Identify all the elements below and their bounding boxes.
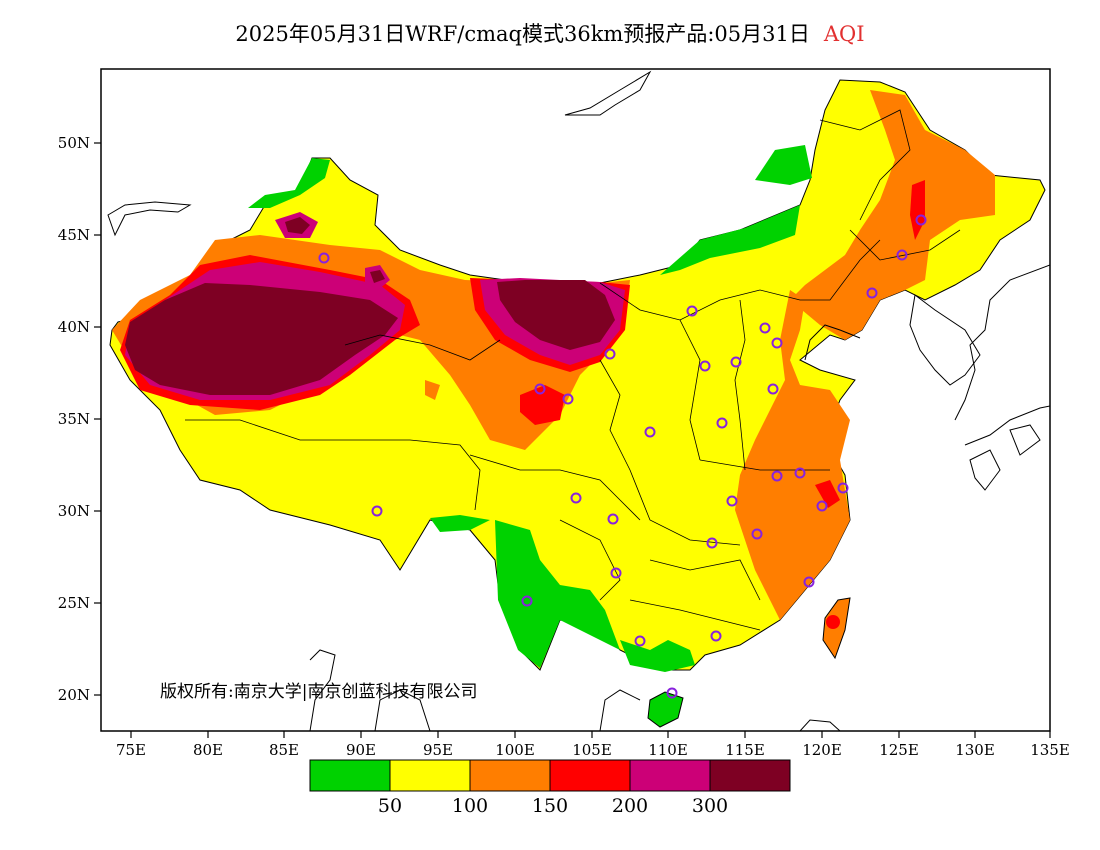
station-marker-icon	[710, 630, 722, 642]
legend-swatch	[710, 760, 790, 791]
lat-ticks	[94, 142, 101, 696]
map-title: 2025年05月31日WRF/cmaq模式36km预报产品:05月31日 AQI	[0, 18, 1100, 48]
lon-label: 125E	[879, 741, 919, 759]
lat-label: 50N	[58, 134, 90, 152]
lat-label: 35N	[58, 410, 90, 428]
station-marker-icon	[759, 322, 771, 334]
legend-swatch	[470, 760, 550, 791]
lon-label: 85E	[269, 741, 299, 759]
legend-tick-label: 300	[692, 795, 728, 817]
station-marker-icon	[730, 356, 742, 368]
lat-labels: 20N 25N 30N 35N 40N 45N 50N	[58, 134, 90, 704]
legend-swatch	[390, 760, 470, 791]
lat-label: 30N	[58, 502, 90, 520]
station-marker-icon	[604, 348, 616, 360]
lon-label: 135E	[1030, 741, 1070, 759]
map-area: 版权所有:南京大学|南京创蓝科技有限公司	[107, 70, 1050, 731]
legend-swatch	[630, 760, 710, 791]
station-marker-icon	[610, 567, 622, 579]
station-marker-icon	[371, 505, 383, 517]
station-marker-icon	[794, 467, 806, 479]
station-marker-icon	[837, 482, 849, 494]
station-marker-icon	[666, 687, 678, 699]
lon-label: 120E	[802, 741, 842, 759]
station-marker-icon	[915, 214, 927, 226]
station-marker-icon	[521, 595, 533, 607]
lon-label: 75E	[116, 741, 146, 759]
station-marker-icon	[607, 513, 619, 525]
station-marker-icon	[570, 492, 582, 504]
title-variable: AQI	[823, 22, 865, 46]
lon-label: 130E	[955, 741, 995, 759]
lat-label: 25N	[58, 594, 90, 612]
lon-label: 115E	[725, 741, 765, 759]
legend-colorbar	[309, 759, 791, 792]
station-marker-icon	[771, 337, 783, 349]
station-marker-icon	[803, 576, 815, 588]
lon-label: 110E	[648, 741, 688, 759]
station-marker-icon	[634, 635, 646, 647]
copyright-text: 版权所有:南京大学|南京创蓝科技有限公司	[160, 682, 477, 702]
legend-tick-label: 200	[612, 795, 648, 817]
province-boundaries	[185, 109, 961, 631]
legend-swatch	[310, 760, 390, 791]
lon-label: 90E	[346, 741, 376, 759]
station-marker-icon	[866, 287, 878, 299]
map-frame	[100, 68, 1051, 732]
station-marker-icon	[716, 417, 728, 429]
station-marker-icon	[686, 305, 698, 317]
lon-labels: 75E 80E 85E 90E 95E 100E 105E 110E 115E …	[116, 741, 1070, 759]
lon-label: 100E	[495, 741, 535, 759]
station-marker-icon	[816, 500, 828, 512]
station-marker-icon	[318, 252, 330, 264]
aqi-hazardous-zones	[125, 217, 615, 395]
lon-label: 95E	[423, 741, 453, 759]
station-marker-icon	[534, 383, 546, 395]
lon-ticks	[130, 731, 1051, 738]
legend-ticks: 50 100 150 200 300	[378, 795, 728, 817]
lat-label: 40N	[58, 318, 90, 336]
legend-tick-label: 50	[378, 795, 402, 817]
hainan-island	[647, 691, 684, 728]
station-markers	[318, 214, 927, 699]
station-marker-icon	[562, 393, 574, 405]
station-marker-icon	[706, 537, 718, 549]
station-marker-icon	[896, 249, 908, 261]
lon-label: 105E	[572, 741, 612, 759]
station-marker-icon	[771, 470, 783, 482]
aqi-good-zones	[248, 145, 812, 672]
station-marker-icon	[767, 383, 779, 395]
lat-label: 45N	[58, 226, 90, 244]
lat-label: 20N	[58, 686, 90, 704]
legend-tick-label: 150	[532, 795, 568, 817]
station-marker-icon	[699, 360, 711, 372]
neighbor-borders	[107, 70, 1050, 731]
lon-label: 80E	[193, 741, 223, 759]
legend-tick-label: 100	[452, 795, 488, 817]
station-marker-icon	[726, 495, 738, 507]
legend-swatch	[550, 760, 630, 791]
station-marker-icon	[644, 426, 656, 438]
title-main: 2025年05月31日WRF/cmaq模式36km预报产品:05月31日	[235, 22, 810, 46]
station-marker-icon	[751, 528, 763, 540]
